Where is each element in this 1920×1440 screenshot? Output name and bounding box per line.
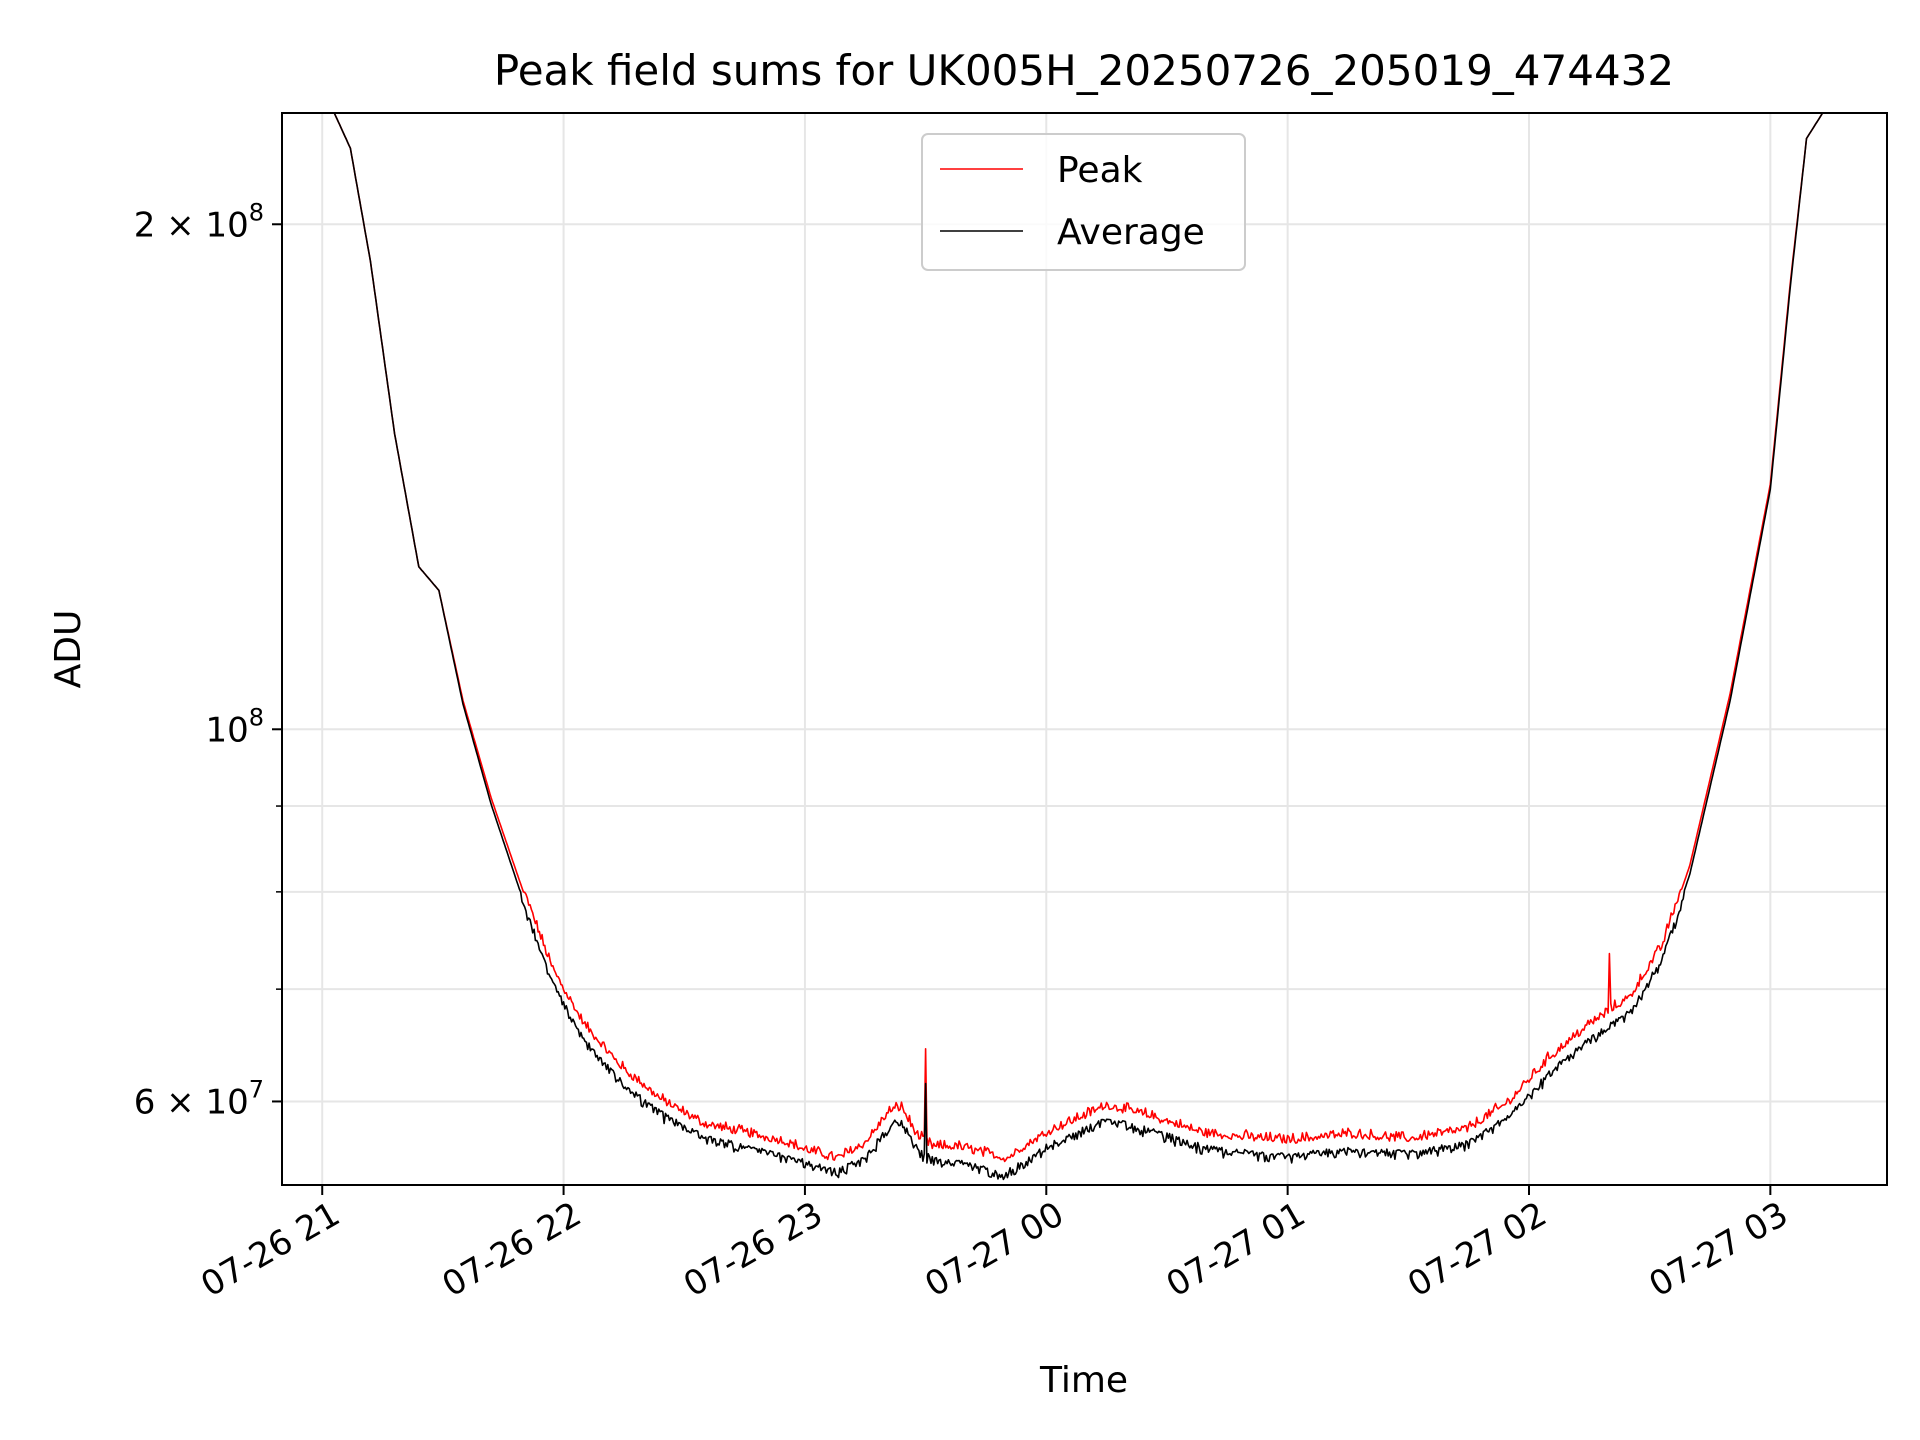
plot-frame — [281, 112, 1888, 1186]
series-layer — [333, 112, 1887, 1181]
legend-label-average: Average — [1057, 212, 1205, 253]
chart-title: Peak field sums for UK005H_20250726_2050… — [494, 46, 1674, 95]
series-line-peak — [333, 112, 1887, 1163]
y-tick-label: 2 × 108 — [134, 198, 264, 245]
y-tick-label: 6 × 107 — [134, 1075, 264, 1122]
legend: Peak Average — [921, 133, 1246, 271]
series-line-average — [333, 112, 1887, 1181]
grid — [282, 113, 1887, 1185]
x-axis-label: Time — [1039, 1360, 1128, 1401]
y-axis-label: ADU — [48, 610, 89, 689]
legend-label-peak: Peak — [1057, 150, 1143, 191]
legend-box — [921, 133, 1246, 271]
